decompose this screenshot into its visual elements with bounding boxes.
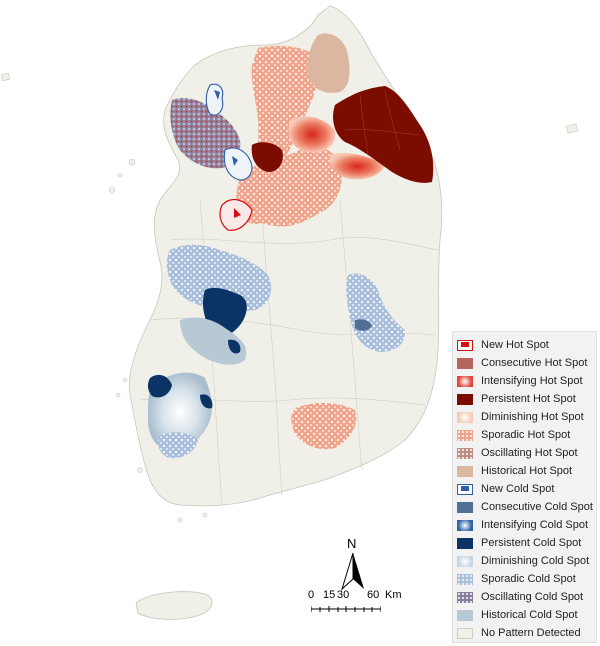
intensifying-hot-2 xyxy=(329,153,385,180)
legend-item: New Hot Spot xyxy=(457,336,596,354)
scale-tick-0: 0 xyxy=(308,589,315,601)
scale-tick-2: 30 xyxy=(337,589,350,601)
legend-swatch xyxy=(457,501,473,513)
new-hot-spot-core xyxy=(234,208,241,218)
persistent-cold-inset xyxy=(228,339,241,354)
legend-label: New Hot Spot xyxy=(481,339,549,351)
scale-unit: Km xyxy=(385,589,402,601)
scale-tick-1: 15 xyxy=(323,589,336,601)
legend-label: Historical Cold Spot xyxy=(481,609,578,621)
legend-swatch xyxy=(457,375,473,387)
legend-swatch xyxy=(457,591,473,603)
legend-swatch xyxy=(457,393,473,405)
legend-item: No Pattern Detected xyxy=(457,624,596,642)
legend-label: Sporadic Hot Spot xyxy=(481,429,571,441)
legend-item: Diminishing Cold Spot xyxy=(457,552,596,570)
sporadic-cold-southwest xyxy=(158,432,198,459)
intensifying-hot-1 xyxy=(288,116,336,153)
sporadic-cold-central xyxy=(166,244,272,311)
legend-item: New Cold Spot xyxy=(457,480,596,498)
legend-label: Historical Hot Spot xyxy=(481,465,573,477)
legend-item: Intensifying Cold Spot xyxy=(457,516,596,534)
legend-item: Consecutive Hot Spot xyxy=(457,354,596,372)
legend-item: Consecutive Cold Spot xyxy=(457,498,596,516)
scale-bar: 0 15 30 60 Km xyxy=(305,589,415,619)
legend-label: Diminishing Hot Spot xyxy=(481,411,584,423)
legend-label: Intensifying Cold Spot xyxy=(481,519,589,531)
north-arrow-icon xyxy=(340,552,364,591)
legend-label: Consecutive Cold Spot xyxy=(481,501,593,513)
legend-item: Persistent Cold Spot xyxy=(457,534,596,552)
map-legend: New Hot Spot Consecutive Hot Spot Intensif… xyxy=(452,331,597,643)
legend-item: Intensifying Hot Spot xyxy=(457,372,596,390)
persistent-cold-southwest-2 xyxy=(200,394,213,409)
legend-swatch xyxy=(457,537,473,549)
legend-swatch xyxy=(457,483,473,495)
legend-swatch xyxy=(457,609,473,621)
legend-swatch xyxy=(457,519,473,531)
persistent-hot-boundaries xyxy=(344,89,421,156)
legend-label: Persistent Hot Spot xyxy=(481,393,576,405)
sporadic-cold-east xyxy=(346,273,406,352)
historical-cold-central xyxy=(180,317,247,365)
consecutive-cold-east xyxy=(355,319,372,331)
oscillating-northwest xyxy=(170,97,241,169)
historical-hot xyxy=(307,33,350,93)
legend-item: Sporadic Hot Spot xyxy=(457,426,596,444)
legend-item: Oscillating Cold Spot xyxy=(457,588,596,606)
legend-label: Intensifying Hot Spot xyxy=(481,375,583,387)
legend-label: Oscillating Cold Spot xyxy=(481,591,584,603)
persistent-hot-west xyxy=(251,142,283,172)
legend-item: Diminishing Hot Spot xyxy=(457,408,596,426)
legend-swatch xyxy=(457,555,473,567)
legend-swatch xyxy=(457,627,473,639)
persistent-cold-southwest xyxy=(147,374,172,398)
legend-swatch xyxy=(457,357,473,369)
persistent-hot-east xyxy=(333,86,434,183)
legend-label: No Pattern Detected xyxy=(481,627,581,639)
legend-item: Persistent Hot Spot xyxy=(457,390,596,408)
legend-swatch xyxy=(457,573,473,585)
legend-item: Sporadic Cold Spot xyxy=(457,570,596,588)
legend-label: New Cold Spot xyxy=(481,483,555,495)
north-label: N xyxy=(347,536,357,551)
new-cold-northwest xyxy=(205,83,224,116)
scale-tick-3: 60 xyxy=(367,589,380,601)
legend-label: Diminishing Cold Spot xyxy=(481,555,590,567)
legend-swatch xyxy=(457,339,473,351)
legend-swatch xyxy=(457,447,473,459)
small-islands xyxy=(0,72,579,523)
sporadic-hot-north xyxy=(251,45,318,167)
legend-item: Oscillating Hot Spot xyxy=(457,444,596,462)
north-arrow: N xyxy=(338,536,368,596)
jeju-island xyxy=(135,591,213,620)
legend-label: Persistent Cold Spot xyxy=(481,537,582,549)
legend-label: Oscillating Hot Spot xyxy=(481,447,578,459)
legend-swatch xyxy=(457,411,473,423)
legend-item: Historical Cold Spot xyxy=(457,606,596,624)
sporadic-hot-south xyxy=(291,402,357,450)
legend-label: Sporadic Cold Spot xyxy=(481,573,576,585)
legend-label: Consecutive Hot Spot xyxy=(481,357,588,369)
new-cold-northwest-2 xyxy=(223,147,253,181)
legend-swatch xyxy=(457,465,473,477)
legend-item: Historical Hot Spot xyxy=(457,462,596,480)
legend-swatch xyxy=(457,429,473,441)
scale-bar-graphic xyxy=(311,606,381,612)
